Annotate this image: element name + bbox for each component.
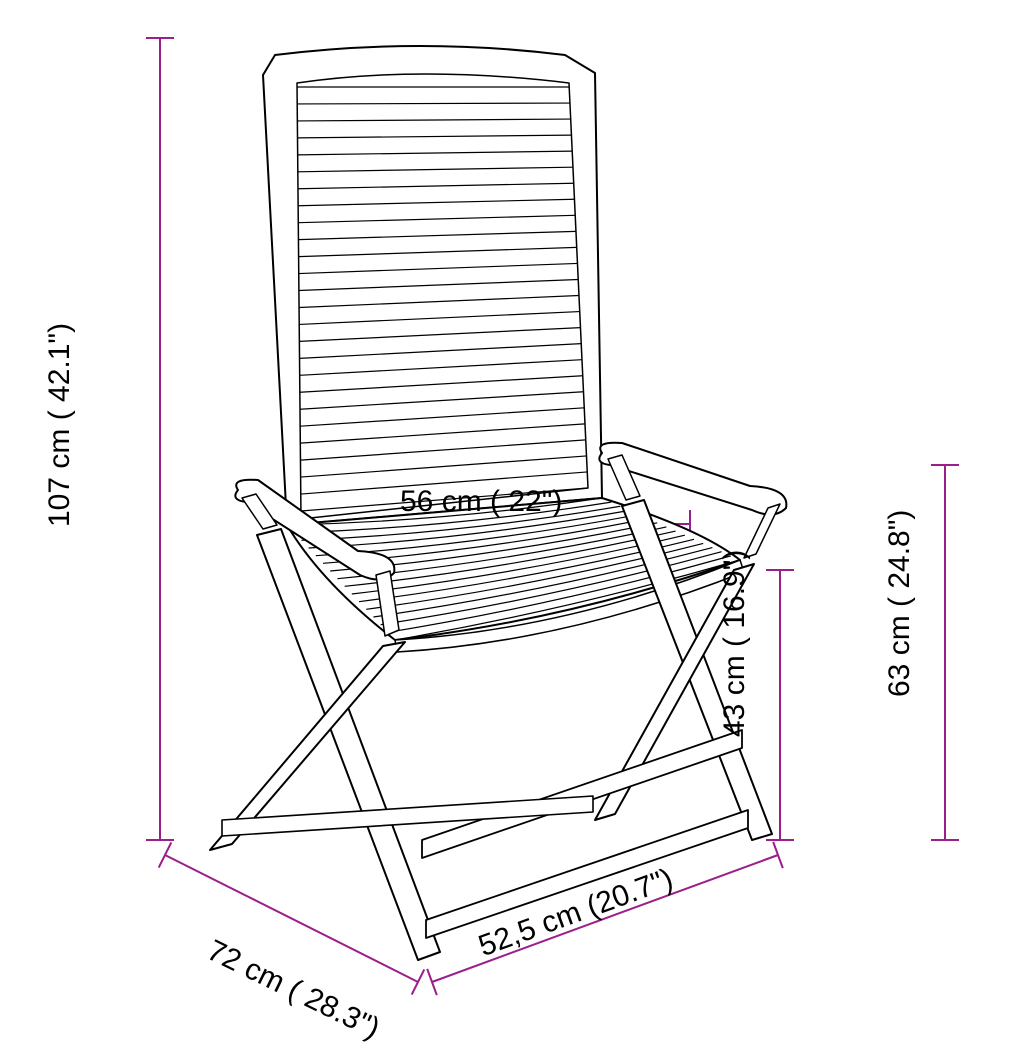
- dim-arm-height: 63 cm ( 24.8"): [883, 510, 917, 697]
- dim-arm-width: 56 cm ( 22"): [400, 485, 562, 519]
- dimensioned-chair-diagram: 107 cm ( 42.1") 56 cm ( 22") 63 cm ( 24.…: [0, 0, 1024, 1024]
- dim-height-total: 107 cm ( 42.1"): [43, 323, 77, 527]
- dim-seat-height: 43 cm ( 16.9"): [718, 550, 752, 737]
